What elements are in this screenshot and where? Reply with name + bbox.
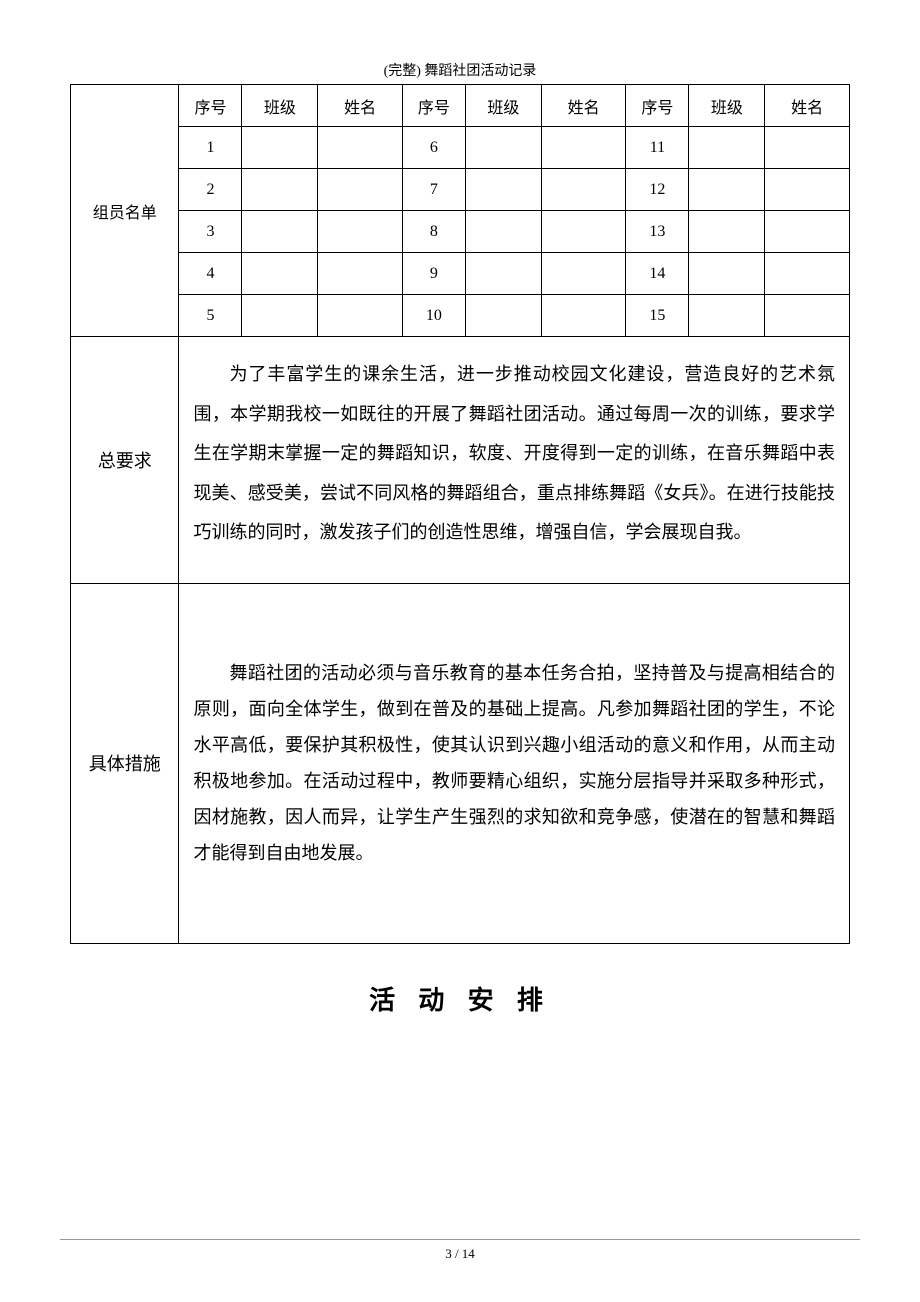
roster-row: 4 9 14 — [71, 253, 850, 295]
col-seq: 序号 — [402, 85, 465, 127]
cell: 15 — [626, 295, 689, 337]
requirements-row: 总要求 为了丰富学生的课余生活，进一步推动校园文化建设，营造良好的艺术氛围，本学… — [71, 337, 850, 584]
main-table: 组员名单 序号 班级 姓名 序号 班级 姓名 序号 班级 姓名 1 6 11 2 — [70, 84, 850, 944]
page-footer: 3 / 14 — [0, 1239, 920, 1262]
cell — [541, 253, 626, 295]
measures-paragraph: 舞蹈社团的活动必须与音乐教育的基本任务合拍，坚持普及与提高相结合的原则，面向全体… — [193, 655, 835, 871]
cell — [318, 253, 403, 295]
page-container: (完整) 舞蹈社团活动记录 组员名单 序号 班级 姓名 序号 班级 姓名 序号 … — [0, 0, 920, 1057]
roster-row: 5 10 15 — [71, 295, 850, 337]
cell — [541, 169, 626, 211]
cell — [689, 127, 765, 169]
cell — [465, 169, 541, 211]
roster-row: 2 7 12 — [71, 169, 850, 211]
cell — [689, 253, 765, 295]
cell — [318, 295, 403, 337]
cell — [689, 211, 765, 253]
cell — [765, 211, 850, 253]
col-class: 班级 — [465, 85, 541, 127]
cell — [541, 211, 626, 253]
col-class: 班级 — [242, 85, 318, 127]
cell — [765, 127, 850, 169]
cell — [689, 295, 765, 337]
cell — [765, 253, 850, 295]
col-name: 姓名 — [541, 85, 626, 127]
requirements-label: 总要求 — [71, 337, 179, 584]
cell — [318, 211, 403, 253]
cell: 10 — [402, 295, 465, 337]
cell — [465, 295, 541, 337]
col-name: 姓名 — [318, 85, 403, 127]
page-number: 3 / 14 — [0, 1246, 920, 1262]
cell — [465, 127, 541, 169]
roster-row: 3 8 13 — [71, 211, 850, 253]
measures-label: 具体措施 — [71, 583, 179, 943]
cell — [541, 127, 626, 169]
cell: 7 — [402, 169, 465, 211]
roster-row: 1 6 11 — [71, 127, 850, 169]
cell — [242, 295, 318, 337]
cell — [541, 295, 626, 337]
cell: 5 — [179, 295, 242, 337]
cell — [242, 127, 318, 169]
cell: 13 — [626, 211, 689, 253]
cell: 9 — [402, 253, 465, 295]
col-seq: 序号 — [179, 85, 242, 127]
cell: 2 — [179, 169, 242, 211]
cell — [318, 127, 403, 169]
measures-row: 具体措施 舞蹈社团的活动必须与音乐教育的基本任务合拍，坚持普及与提高相结合的原则… — [71, 583, 850, 943]
cell: 11 — [626, 127, 689, 169]
cell: 4 — [179, 253, 242, 295]
footer-divider — [60, 1239, 860, 1240]
requirements-text: 为了丰富学生的课余生活，进一步推动校园文化建设，营造良好的艺术氛围，本学期我校一… — [179, 337, 850, 584]
requirements-paragraph: 为了丰富学生的课余生活，进一步推动校园文化建设，营造良好的艺术氛围，本学期我校一… — [193, 355, 835, 553]
cell — [242, 169, 318, 211]
cell: 12 — [626, 169, 689, 211]
section-title: 活 动 安 排 — [70, 980, 850, 1017]
col-name: 姓名 — [765, 85, 850, 127]
cell — [318, 169, 403, 211]
cell: 6 — [402, 127, 465, 169]
cell — [242, 211, 318, 253]
cell: 1 — [179, 127, 242, 169]
measures-text: 舞蹈社团的活动必须与音乐教育的基本任务合拍，坚持普及与提高相结合的原则，面向全体… — [179, 583, 850, 943]
cell: 8 — [402, 211, 465, 253]
cell — [689, 169, 765, 211]
document-header: (完整) 舞蹈社团活动记录 — [70, 60, 850, 80]
col-seq: 序号 — [626, 85, 689, 127]
cell — [465, 211, 541, 253]
cell: 3 — [179, 211, 242, 253]
cell — [765, 169, 850, 211]
roster-label: 组员名单 — [71, 85, 179, 337]
cell — [765, 295, 850, 337]
cell: 14 — [626, 253, 689, 295]
col-class: 班级 — [689, 85, 765, 127]
roster-header-row: 组员名单 序号 班级 姓名 序号 班级 姓名 序号 班级 姓名 — [71, 85, 850, 127]
cell — [465, 253, 541, 295]
cell — [242, 253, 318, 295]
